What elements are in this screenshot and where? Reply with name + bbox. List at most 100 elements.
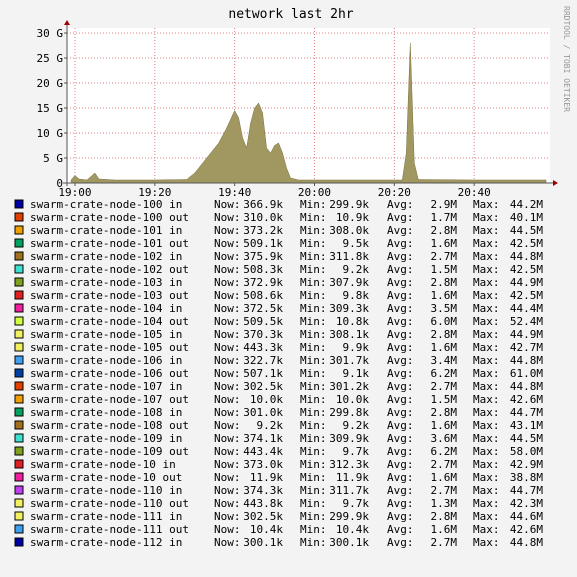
legend-value: 1.5M [431,393,458,406]
legend-swatch [14,485,24,495]
legend-label: Now: [214,536,241,549]
legend-value: 44.6M [510,510,543,523]
y-tick-label: 20 G [37,77,64,90]
legend-name: swarm-crate-node-107 in [30,380,182,393]
legend-label: Max: [473,380,500,393]
legend-value: 2.7M [431,536,458,549]
legend-label: Min: [300,250,327,263]
legend-value: 372.9k [243,276,283,289]
legend-label: Avg: [387,289,414,302]
legend-value: 1.5M [431,263,458,276]
legend-label: Avg: [387,276,414,289]
y-tick-label: 25 G [37,52,64,65]
legend-value: 9.5k [343,237,370,250]
legend-label: Min: [300,198,327,211]
x-axis-arrow [553,180,558,186]
legend-label: Now: [214,341,241,354]
legend-label: Now: [214,510,241,523]
legend-label: Max: [473,302,500,315]
legend-swatch [14,511,24,521]
legend-value: 10.9k [336,211,369,224]
legend-label: Max: [473,393,500,406]
legend-value: 508.6k [243,289,283,302]
legend-label: Now: [214,367,241,380]
legend-value: 44.5M [510,432,543,445]
legend-value: 42.5M [510,263,543,276]
legend-label: Now: [214,354,241,367]
legend-label: Max: [473,237,500,250]
legend-value: 301.0k [243,406,283,419]
legend-label: Now: [214,237,241,250]
side-text: RRDTOOL / TOBI OETIKER [562,6,571,112]
legend-value: 42.6M [510,393,543,406]
legend-value: 443.8k [243,497,283,510]
legend-label: Max: [473,497,500,510]
legend-swatch [14,381,24,391]
legend-label: Avg: [387,419,414,432]
legend-name: swarm-crate-node-106 out [30,367,189,380]
legend-label: Avg: [387,471,414,484]
legend-value: 443.3k [243,341,283,354]
legend-value: 308.1k [329,328,369,341]
legend-value: 42.5M [510,237,543,250]
legend-label: Min: [300,367,327,380]
legend-name: swarm-crate-node-109 out [30,445,189,458]
legend-label: Avg: [387,406,414,419]
legend-name: swarm-crate-node-111 in [30,510,182,523]
legend-label: Now: [214,211,241,224]
legend-label: Min: [300,276,327,289]
legend-swatch [14,524,24,534]
legend-value: 44.5M [510,224,543,237]
legend-label: Avg: [387,445,414,458]
legend-value: 43.1M [510,419,543,432]
legend-value: 9.2k [257,419,284,432]
legend-value: 370.3k [243,328,283,341]
legend-label: Avg: [387,302,414,315]
legend-value: 42.3M [510,497,543,510]
legend-swatch [14,537,24,547]
legend-value: 322.7k [243,354,283,367]
legend-label: Max: [473,315,500,328]
legend-swatch [14,446,24,456]
legend-label: Avg: [387,198,414,211]
x-tick-label: 19:40 [218,186,251,199]
legend-label: Avg: [387,484,414,497]
legend-value: 44.8M [510,380,543,393]
legend-value: 6.0M [431,315,458,328]
plot-area [67,28,550,183]
legend-value: 38.8M [510,471,543,484]
legend-name: swarm-crate-node-104 in [30,302,182,315]
legend-label: Now: [214,380,241,393]
legend-value: 1.6M [431,341,458,354]
legend-value: 307.9k [329,276,369,289]
legend-value: 301.7k [329,354,369,367]
legend-value: 299.8k [329,406,369,419]
legend-value: 300.1k [243,536,283,549]
legend-value: 308.0k [329,224,369,237]
legend-label: Avg: [387,536,414,549]
legend-label: Avg: [387,367,414,380]
legend-value: 61.0M [510,367,543,380]
legend-label: Avg: [387,432,414,445]
legend-label: Avg: [387,263,414,276]
legend-label: Avg: [387,497,414,510]
legend-value: 375.9k [243,250,283,263]
x-tick-label: 20:20 [378,186,411,199]
legend-name: swarm-crate-node-10 out [30,471,182,484]
legend-label: Avg: [387,354,414,367]
legend-value: 44.9M [510,328,543,341]
legend-label: Avg: [387,328,414,341]
legend-value: 44.8M [510,536,543,549]
legend-name: swarm-crate-node-105 out [30,341,189,354]
legend-label: Min: [300,263,327,276]
legend-label: Max: [473,341,500,354]
legend-value: 372.5k [243,302,283,315]
legend-value: 309.3k [329,302,369,315]
legend-value: 9.1k [343,367,370,380]
legend-value: 373.2k [243,224,283,237]
legend-value: 366.9k [243,198,283,211]
legend-value: 2.8M [431,276,458,289]
legend-label: Max: [473,445,500,458]
legend-label: Min: [300,211,327,224]
